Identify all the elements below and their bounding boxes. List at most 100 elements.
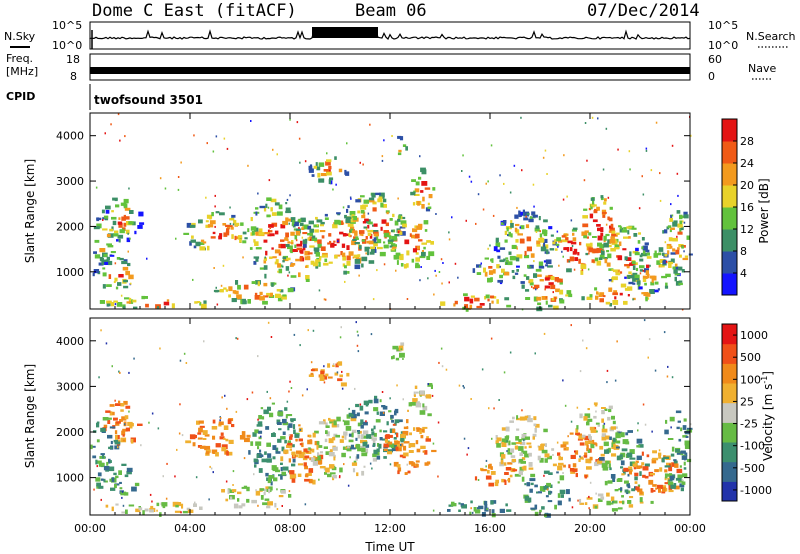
- velocity-cell: [225, 498, 229, 502]
- velocity-cell: [646, 454, 650, 458]
- velocity-cell: [403, 441, 410, 444]
- power-cell: [563, 233, 569, 236]
- power-cell: [645, 147, 648, 150]
- velocity-cell: [668, 479, 673, 482]
- power-cell: [330, 242, 335, 248]
- power-cell: [359, 161, 361, 164]
- velocity-cell: [502, 462, 507, 466]
- velocity-cell: [503, 371, 506, 374]
- velocity-cell: [116, 421, 121, 424]
- velocity-cell: [228, 439, 234, 444]
- x-tick-label: 04:00: [174, 522, 206, 535]
- power-cell: [333, 240, 336, 243]
- velocity-y-tick-label: 2000: [56, 426, 84, 439]
- power-cell: [672, 221, 678, 227]
- power-cell: [603, 201, 607, 205]
- velocity-cell: [507, 462, 513, 465]
- velocity-cell: [530, 473, 536, 478]
- x-tick-label: 00:00: [674, 522, 706, 535]
- velocity-cell: [316, 444, 319, 450]
- power-cell: [285, 207, 291, 212]
- velocity-cell: [667, 481, 674, 486]
- power-cell: [540, 246, 547, 252]
- power-cell: [677, 194, 679, 197]
- power-cell: [175, 237, 177, 240]
- power-cell: [415, 252, 419, 255]
- power-cell: [209, 220, 216, 225]
- velocity-cell: [485, 475, 492, 480]
- power-cell: [662, 230, 665, 234]
- nsky-tick-bottom: 10^0: [52, 39, 82, 52]
- velocity-cell: [278, 474, 281, 477]
- power-cell: [240, 299, 243, 304]
- power-cell: [496, 264, 500, 269]
- velocity-cell: [684, 440, 690, 446]
- power-cell: [355, 199, 361, 203]
- velocity-cell: [189, 434, 196, 440]
- velocity-cell: [618, 500, 625, 504]
- power-cell: [393, 255, 398, 259]
- velocity-cell: [359, 405, 364, 411]
- velocity-cell: [205, 451, 210, 455]
- power-cell: [347, 271, 350, 274]
- velocity-cell: [197, 445, 202, 448]
- velocity-cell: [176, 448, 178, 451]
- power-cell: [623, 236, 629, 239]
- power-cell: [411, 234, 417, 239]
- velocity-cell: [395, 446, 399, 451]
- velocity-cell: [93, 488, 95, 491]
- velocity-cell: [677, 474, 683, 479]
- velocity-cell: [683, 467, 687, 470]
- power-cell: [608, 230, 614, 233]
- station-title: Dome C East (fitACF): [92, 1, 297, 21]
- power-cell: [340, 251, 343, 256]
- velocity-cell: [493, 407, 495, 410]
- velocity-cell: [683, 461, 686, 466]
- power-cell: [556, 237, 561, 242]
- power-cell: [626, 257, 632, 261]
- power-cell: [620, 271, 623, 274]
- velocity-y-label: Slant Range [km]: [23, 364, 37, 468]
- power-cell: [628, 281, 634, 285]
- power-cell: [342, 263, 346, 267]
- velocity-cell: [118, 470, 122, 475]
- power-cell: [457, 276, 459, 279]
- power-cell: [133, 306, 138, 310]
- power-cell: [229, 222, 232, 225]
- power-cell: [632, 277, 637, 282]
- velocity-cell: [376, 455, 381, 460]
- power-cell: [585, 243, 591, 247]
- power-cell: [370, 246, 375, 250]
- velocity-cell: [262, 502, 268, 506]
- power-cell: [272, 256, 277, 259]
- velocity-cell: [265, 426, 270, 430]
- velocity-cell: [363, 465, 366, 468]
- velocity-cell: [621, 448, 628, 452]
- power-cell: [594, 208, 598, 211]
- power-cell: [515, 257, 520, 262]
- velocity-cell: [524, 495, 530, 501]
- velocity-colorbar-label-text: Velocity [m s: [761, 384, 775, 461]
- power-cell: [310, 260, 315, 265]
- power-cell: [596, 247, 603, 251]
- power-cell: [95, 186, 98, 189]
- velocity-cell: [174, 475, 176, 478]
- power-cell: [299, 222, 304, 227]
- power-cell: [392, 213, 395, 218]
- power-cell: [268, 224, 274, 228]
- velocity-cell: [237, 498, 240, 502]
- power-cell: [538, 241, 541, 245]
- power-cell: [285, 218, 291, 222]
- velocity-cell: [113, 472, 117, 476]
- velocity-cell: [635, 460, 639, 463]
- velocity-cell: [470, 500, 473, 504]
- velocity-cell: [275, 447, 279, 453]
- power-cell: [369, 123, 371, 126]
- power-colorbar-segment: [722, 273, 737, 296]
- velocity-cell: [619, 454, 623, 458]
- velocity-cell: [664, 465, 671, 468]
- power-cell: [658, 252, 662, 256]
- power-cell: [349, 234, 352, 238]
- velocity-cell: [246, 434, 251, 438]
- velocity-cell: [523, 439, 525, 442]
